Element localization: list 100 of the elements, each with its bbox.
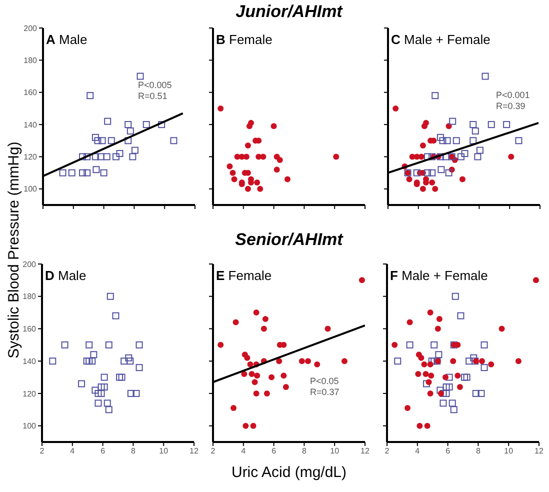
point: [124, 121, 132, 128]
point: [442, 390, 450, 397]
point: [442, 383, 450, 390]
point: [298, 358, 305, 364]
point: [98, 383, 105, 390]
x-tick-label: 2: [210, 446, 216, 456]
point: [333, 154, 340, 160]
point: [474, 153, 482, 160]
y-tick-label: 100: [22, 422, 37, 431]
x-tick-label: 6: [446, 446, 451, 456]
point: [253, 390, 260, 396]
point: [428, 169, 436, 176]
point: [305, 358, 311, 364]
x-tick-label: 4: [70, 446, 76, 456]
y-tick-label: 180: [24, 56, 38, 66]
point: [274, 166, 280, 173]
point: [126, 127, 134, 134]
point: [94, 137, 102, 144]
point: [515, 358, 522, 364]
point: [86, 341, 93, 348]
point: [59, 169, 66, 176]
x-tick-label: 4: [415, 446, 420, 456]
point: [112, 312, 120, 320]
chart-subtitle: D Male: [45, 268, 86, 283]
point: [426, 379, 432, 386]
chart-subtitle: F Male + Female: [390, 268, 488, 283]
point: [478, 390, 485, 397]
x-tick-label: 8: [302, 446, 307, 456]
chart-subtitle: E Female: [216, 268, 272, 283]
point: [104, 118, 112, 125]
point: [439, 137, 446, 144]
point: [86, 358, 93, 365]
chart-subtitle: B Female: [216, 32, 272, 47]
point: [136, 72, 144, 80]
y-tick-label: 200: [24, 24, 38, 33]
point: [94, 400, 102, 407]
point: [479, 358, 485, 364]
x-tick-label: 12: [190, 446, 199, 456]
point: [472, 127, 479, 134]
y-tick-label: 100: [24, 184, 38, 194]
point: [88, 358, 96, 365]
point: [270, 123, 277, 130]
point: [254, 372, 260, 379]
point: [438, 166, 445, 174]
point: [508, 154, 514, 160]
point: [432, 92, 439, 100]
point: [404, 405, 411, 412]
point: [452, 292, 459, 300]
point: [248, 120, 254, 126]
point: [438, 390, 444, 396]
point: [250, 422, 256, 429]
point: [532, 277, 539, 284]
point: [503, 121, 510, 128]
y-axis-title: Systolic Blood Pressure (mmHg): [6, 142, 22, 358]
point: [418, 354, 424, 361]
point: [470, 121, 477, 128]
point: [421, 361, 428, 368]
point: [49, 358, 56, 365]
point: [260, 326, 267, 332]
point: [466, 358, 473, 365]
point: [100, 383, 108, 390]
point: [446, 374, 453, 381]
point: [413, 169, 420, 176]
point: [244, 354, 250, 361]
point: [260, 154, 266, 160]
point: [92, 134, 99, 141]
point: [435, 351, 442, 358]
point: [415, 371, 422, 378]
point: [422, 371, 429, 378]
point: [424, 169, 432, 176]
point: [392, 105, 399, 112]
y-tick-label: 180: [22, 292, 37, 302]
point: [105, 406, 112, 414]
point: [436, 386, 444, 394]
point: [480, 364, 488, 372]
point: [86, 92, 94, 100]
point: [241, 371, 248, 378]
point: [92, 386, 99, 394]
point: [452, 137, 460, 144]
point: [470, 137, 477, 144]
point: [158, 121, 166, 128]
point: [459, 176, 466, 182]
x-tick-label: 8: [476, 446, 481, 456]
point: [436, 153, 444, 160]
point: [106, 292, 114, 300]
point: [244, 186, 251, 192]
point: [436, 134, 444, 141]
point: [424, 422, 430, 429]
point: [449, 118, 456, 125]
point: [440, 400, 447, 407]
point: [136, 364, 143, 372]
point: [498, 326, 505, 332]
point: [142, 121, 150, 128]
point: [126, 358, 134, 365]
point: [446, 383, 453, 390]
point: [230, 170, 236, 176]
point: [127, 390, 134, 397]
point: [429, 179, 436, 186]
point: [257, 186, 264, 192]
point: [104, 400, 111, 407]
